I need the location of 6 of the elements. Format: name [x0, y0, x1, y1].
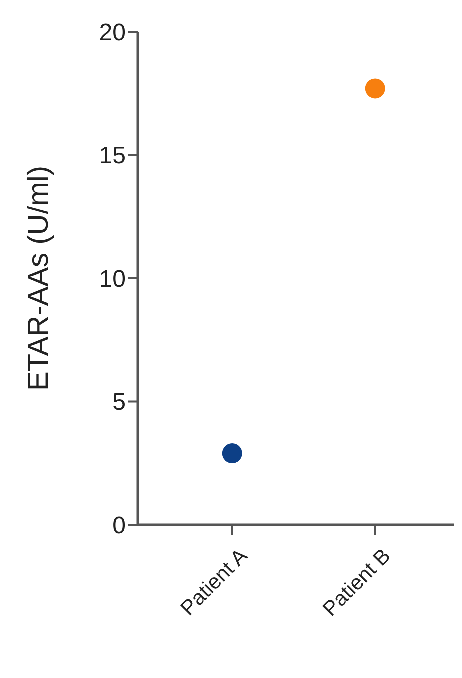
- y-tick-label: 20: [99, 19, 126, 46]
- y-tick-label: 10: [99, 266, 126, 293]
- y-tick-label: 0: [112, 512, 126, 540]
- y-tick-label: 15: [99, 142, 126, 170]
- y-axis-title: ETAR-AAs (U/ml): [23, 166, 55, 392]
- y-tick-label: 5: [112, 389, 126, 416]
